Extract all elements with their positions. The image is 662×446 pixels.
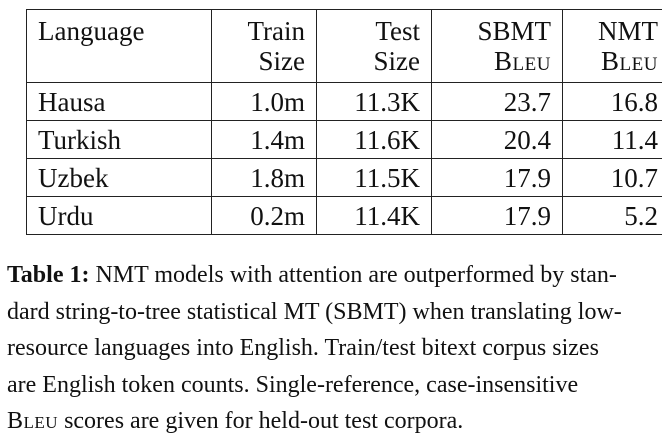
cell-language: Urdu: [26, 196, 212, 235]
caption-bleu-word: Bleu: [7, 408, 59, 434]
table-header-row: Language Train Size Test Size SBMT Bleu …: [26, 9, 662, 83]
cell-train-size: 1.4m: [211, 120, 317, 159]
header-language: Language: [26, 9, 212, 83]
header-train-line2: Size: [258, 46, 306, 76]
cell-language: Turkish: [26, 120, 212, 159]
table-caption: Table 1: NMT models with attention are o…: [7, 257, 655, 440]
caption-line-4: are English token counts. Single-referen…: [7, 371, 579, 398]
header-language-line1: Language: [38, 16, 145, 46]
header-train-size: Train Size: [211, 9, 317, 83]
cell-train-size: 1.8m: [211, 158, 317, 197]
table-row: Uzbek 1.8m 11.5K 17.9 10.7: [26, 158, 662, 197]
cell-sbmt-bleu: 23.7: [431, 82, 563, 121]
caption-text-1: NMT models with attention are outperform…: [95, 262, 617, 288]
cell-nmt-bleu: 10.7: [562, 158, 662, 197]
caption-line-1: Table 1: NMT models with attention are o…: [7, 257, 655, 294]
caption-line-5: Bleu scores are given for held-out test …: [7, 403, 655, 440]
caption-label: Table 1:: [7, 262, 90, 288]
cell-nmt-bleu: 16.8: [562, 82, 662, 121]
cell-language: Uzbek: [26, 158, 212, 197]
header-nmt-bleu: NMT Bleu: [562, 9, 662, 83]
cell-sbmt-bleu: 20.4: [431, 120, 563, 159]
results-table: Language Train Size Test Size SBMT Bleu …: [26, 9, 662, 235]
cell-test-size: 11.4K: [316, 196, 432, 235]
cell-test-size: 11.6K: [316, 120, 432, 159]
cell-nmt-bleu: 11.4: [562, 120, 662, 159]
cell-language: Hausa: [26, 82, 212, 121]
header-train-line1: Train: [247, 16, 305, 46]
caption-line-2: dard string-to-tree statistical MT (SBMT…: [7, 298, 622, 325]
cell-sbmt-bleu: 17.9: [431, 196, 563, 235]
cell-test-size: 11.3K: [316, 82, 432, 121]
cell-nmt-bleu: 5.2: [562, 196, 662, 235]
header-sbmt-bleu: SBMT Bleu: [431, 9, 563, 83]
caption-line-3: resource languages into English. Train/t…: [7, 335, 599, 361]
table-row: Urdu 0.2m 11.4K 17.9 5.2: [26, 196, 662, 235]
header-nmt-line1: NMT: [598, 16, 658, 46]
table-row: Turkish 1.4m 11.6K 20.4 11.4: [26, 120, 662, 159]
cell-train-size: 0.2m: [211, 196, 317, 235]
caption-text-5: scores are given for held-out test corpo…: [58, 408, 464, 434]
header-nmt-line2: Bleu: [601, 46, 658, 76]
header-sbmt-line2: Bleu: [494, 46, 551, 76]
header-test-line2: Size: [373, 46, 421, 76]
results-table-container: Language Train Size Test Size SBMT Bleu …: [26, 9, 662, 235]
header-test-line1: Test: [375, 16, 420, 46]
cell-train-size: 1.0m: [211, 82, 317, 121]
header-test-size: Test Size: [316, 9, 432, 83]
cell-test-size: 11.5K: [316, 158, 432, 197]
cell-sbmt-bleu: 17.9: [431, 158, 563, 197]
table-row: Hausa 1.0m 11.3K 23.7 16.8: [26, 82, 662, 121]
header-sbmt-line1: SBMT: [477, 16, 551, 46]
